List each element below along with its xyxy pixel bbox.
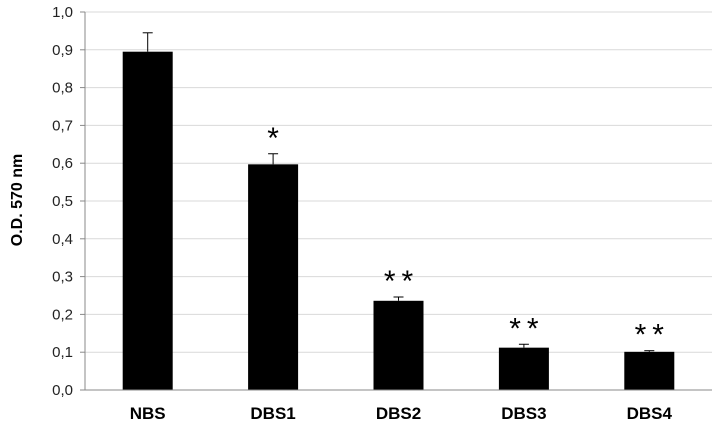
bars <box>122 51 675 390</box>
x-tick-label: DBS3 <box>501 404 546 423</box>
y-tick-label: 0,3 <box>52 269 73 286</box>
y-tick-label: 0,0 <box>52 382 73 399</box>
x-tick-label: DBS1 <box>250 404 295 423</box>
y-tick-label: 0,6 <box>52 155 73 172</box>
significance-marker: ** <box>509 312 544 345</box>
y-axis-label: O.D. 570 nm <box>9 154 26 246</box>
y-tick-label: 0,7 <box>52 117 73 134</box>
bar-dbs3 <box>498 347 549 390</box>
axes <box>84 12 712 391</box>
y-tick-label: 1,0 <box>52 4 73 21</box>
y-tick-label: 0,9 <box>52 42 73 59</box>
significance-marker: * <box>267 122 285 155</box>
x-tick-labels: NBS DBS1 DBS2 DBS3 DBS4 <box>130 404 673 423</box>
y-tick-label: 0,2 <box>52 306 73 323</box>
bar-dbs1 <box>248 164 299 390</box>
error-bars <box>142 32 655 352</box>
bar-dbs4 <box>624 351 675 390</box>
y-tick-label: 0,1 <box>52 344 73 361</box>
y-tick-labels: 0,0 0,1 0,2 0,3 0,4 0,5 0,6 0,7 0,8 0,9 1,0 <box>52 4 85 399</box>
x-tick-label: NBS <box>130 404 166 423</box>
bar-nbs <box>122 51 173 390</box>
x-tick-label: DBS2 <box>376 404 421 423</box>
grid-lines <box>85 11 712 353</box>
bar-dbs2 <box>373 300 424 390</box>
significance-marker: ** <box>635 319 670 352</box>
y-tick-label: 0,8 <box>52 80 73 97</box>
significance-marker: ** <box>384 265 419 298</box>
y-tick-label: 0,4 <box>52 231 73 248</box>
significance-markers: ***** ** <box>267 122 670 352</box>
x-tick-label: DBS4 <box>627 404 673 423</box>
y-tick-label: 0,5 <box>52 193 73 210</box>
